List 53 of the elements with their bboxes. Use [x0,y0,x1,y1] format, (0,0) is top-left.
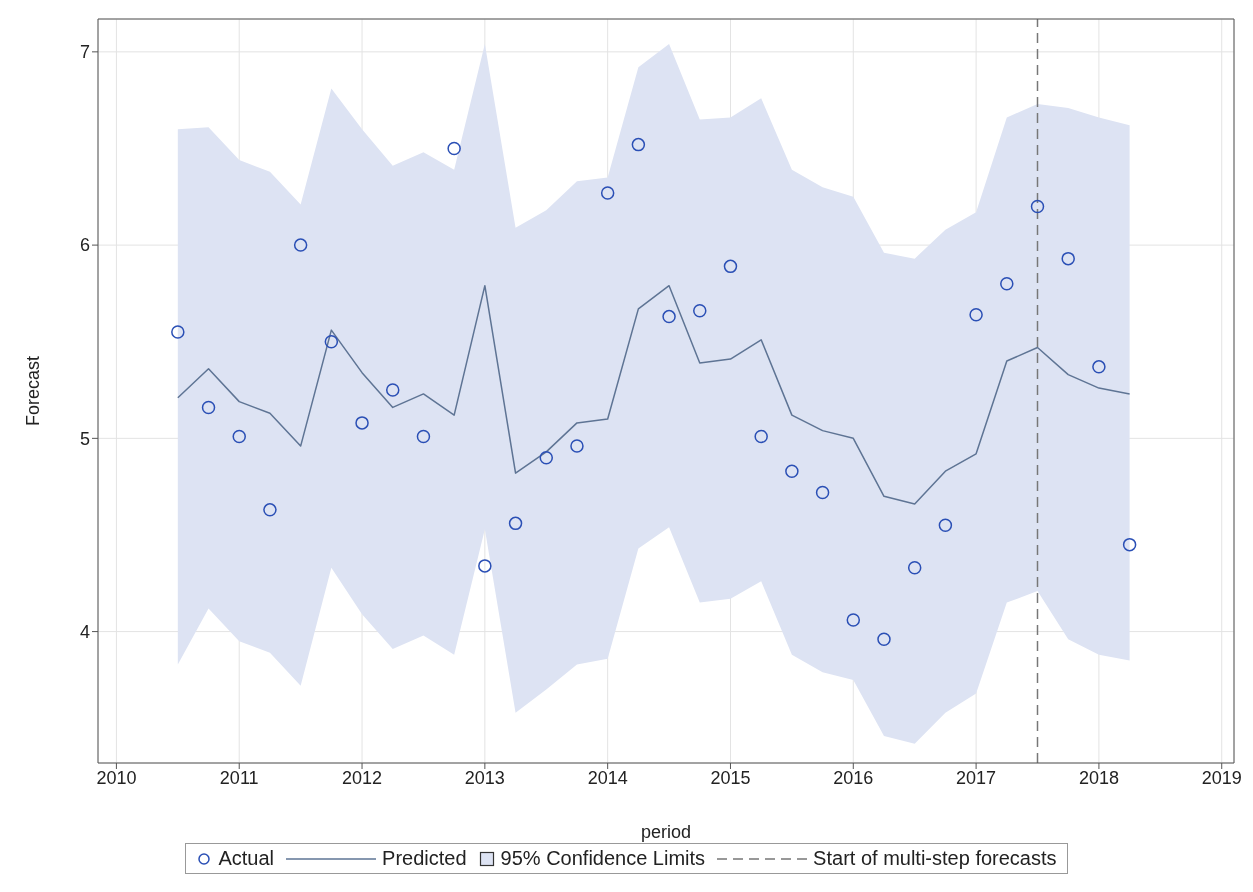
point [815,485,830,500]
point [846,613,861,627]
point [263,503,277,517]
point [785,464,799,478]
point [662,309,676,324]
point [171,325,185,339]
x-tick-label: 2015 [710,767,751,788]
point [1030,199,1045,214]
point [600,186,615,200]
point [631,137,646,152]
point [201,400,216,415]
point [1061,251,1075,266]
point [570,439,584,453]
point [478,559,492,573]
point [386,383,400,397]
y-tick-label: 7 [79,42,90,63]
legend-label: Predicted [382,847,467,870]
x-tick-label: 2011 [219,767,259,788]
x-tick-label: 2019 [1201,767,1242,788]
y-tick-label: 4 [79,621,90,642]
point [508,516,523,531]
point [447,141,461,156]
x-tick-label: 2018 [1078,767,1119,788]
point [324,334,339,349]
y-tick-label: 5 [79,428,90,449]
point [416,429,431,444]
y-axis-title: Forecast [23,355,44,427]
point [938,518,953,533]
x-tick-label: 2014 [587,767,628,788]
point [539,450,554,465]
point [1122,537,1137,552]
x-tick-label: 2016 [833,767,874,788]
point [232,429,246,444]
point [355,416,369,430]
legend-label: Start of multi-step forecasts [813,847,1057,870]
text: 95% Confidence Limits [500,847,706,870]
line-series [177,284,1131,505]
point [693,304,707,318]
point [723,259,738,274]
x-tick-label: 2017 [956,767,997,788]
point [754,429,768,444]
point [1092,360,1106,374]
point [293,238,308,252]
point [877,632,891,647]
x-axis-title: period [640,822,692,842]
point [1000,277,1014,291]
point [907,561,922,575]
y-tick-label: 6 [79,235,90,256]
point [969,307,983,322]
x-tick-label: 2010 [96,767,137,788]
x-tick-label: 2013 [464,767,505,788]
x-tick-label: 2012 [342,767,383,788]
legend-label: Actual [218,847,275,870]
